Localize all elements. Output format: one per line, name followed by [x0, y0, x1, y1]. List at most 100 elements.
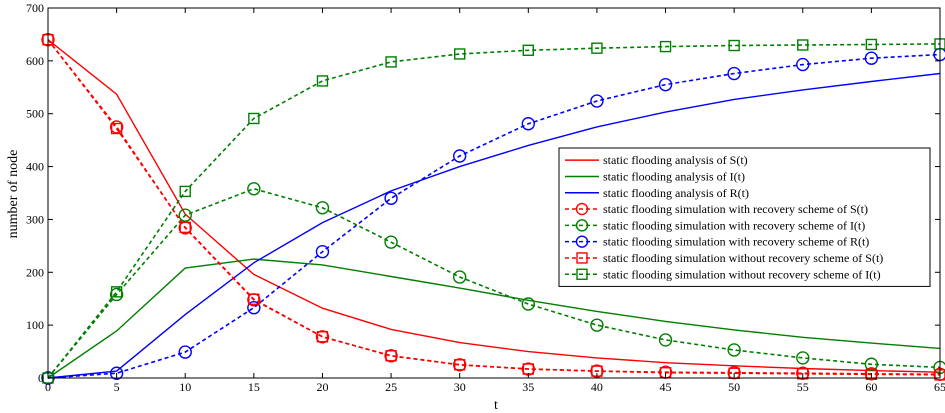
- x-axis-label: t: [494, 398, 498, 413]
- data-point: [453, 359, 466, 371]
- data-point: [658, 77, 673, 92]
- data-point: [247, 182, 261, 196]
- data-point: [248, 112, 260, 125]
- data-point: [590, 318, 604, 332]
- legend-item-7: static flooding simulation without recov…: [565, 251, 883, 265]
- x-tick-label: 15: [248, 380, 260, 394]
- axes: 0 5 10 15 20 25 30 35 40 45 50 55 60 65 0 100 200 300 400 5…: [26, 1, 945, 394]
- plot-frame: [47, 7, 941, 379]
- y-tick-label: 500: [26, 107, 44, 121]
- legend-label: static flooding simulation with recovery…: [603, 218, 865, 232]
- data-point: [315, 201, 330, 215]
- data-point: [384, 235, 398, 249]
- x-tick-label: 10: [179, 380, 191, 394]
- data-point: [658, 333, 673, 347]
- data-point: [316, 331, 329, 343]
- series-3: [47, 72, 941, 379]
- legend-marker: [576, 268, 588, 280]
- data-point: [452, 270, 467, 284]
- data-point: [385, 350, 397, 362]
- data-point: [384, 191, 398, 205]
- data-point: [865, 368, 878, 380]
- legend-item-3: static flooding analysis of R(t): [565, 186, 749, 200]
- data-point: [385, 56, 397, 68]
- data-point: [796, 351, 810, 365]
- y-tick-label: 700: [26, 1, 44, 15]
- x-tick-label: 5: [114, 380, 120, 394]
- series-line-8: [47, 43, 941, 379]
- y-tick-label: 100: [26, 318, 44, 332]
- series-line-3: [47, 72, 941, 379]
- data-point: [453, 48, 466, 60]
- series-2: [47, 258, 941, 379]
- legend-marker: [576, 252, 588, 264]
- x-tick-label: 55: [797, 380, 809, 394]
- data-point: [864, 51, 879, 65]
- data-point: [384, 349, 398, 363]
- x-tick-label: 0: [45, 380, 51, 394]
- legend-marker: [575, 235, 589, 248]
- data-point: [109, 287, 124, 302]
- y-tick-label: 200: [26, 265, 44, 279]
- x-tick-label: 45: [660, 380, 672, 394]
- data-point: [590, 94, 604, 108]
- data-point: [452, 149, 467, 163]
- data-point: [179, 221, 191, 234]
- x-tick-label: 65: [934, 380, 945, 394]
- data-point: [521, 117, 536, 131]
- data-point: [179, 185, 191, 198]
- data-point: [796, 57, 810, 72]
- series-line-7: [47, 39, 941, 376]
- y-tick-label: 300: [26, 212, 44, 226]
- data-point: [178, 208, 192, 222]
- legend: static flooding analysis of S(t) static f…: [558, 147, 931, 287]
- data-point: [522, 44, 535, 56]
- legend-item-6: static flooding simulation with recovery…: [565, 235, 869, 249]
- legend-item-4: static flooding simulation with recovery…: [565, 202, 868, 216]
- legend-label: static flooding analysis of R(t): [603, 186, 749, 200]
- data-point: [727, 66, 741, 81]
- data-point: [248, 293, 260, 305]
- x-tick-label: 35: [522, 380, 534, 394]
- legend-label: static flooding simulation without recov…: [603, 267, 881, 281]
- data-point: [315, 330, 330, 344]
- legend-item-2: static flooding analysis of I(t): [565, 169, 745, 183]
- legend-marker: [575, 219, 589, 232]
- data-point: [591, 42, 603, 54]
- data-point: [659, 40, 672, 53]
- x-tick-label: 25: [385, 380, 397, 394]
- legend-label: static flooding simulation with recovery…: [603, 235, 869, 249]
- series-1: [47, 39, 941, 373]
- legend-label: static flooding analysis of S(t): [603, 153, 748, 167]
- series-line-2: [47, 258, 941, 379]
- data-point: [315, 244, 330, 259]
- legend-item-8: static flooding simulation without recov…: [565, 267, 881, 281]
- series-line-5: [47, 187, 941, 379]
- data-point: [247, 301, 261, 315]
- data-point: [864, 357, 879, 371]
- legend-label: static flooding simulation with recovery…: [603, 202, 868, 216]
- x-tick-label: 60: [865, 380, 877, 394]
- x-tick-label: 30: [454, 380, 466, 394]
- x-tick-label: 50: [728, 380, 740, 394]
- data-point: [797, 368, 809, 380]
- data-point: [178, 345, 192, 359]
- data-point: [521, 297, 536, 311]
- data-point: [109, 366, 124, 380]
- x-tick-label: 40: [591, 380, 603, 394]
- data-point: [865, 38, 878, 51]
- y-tick-label: 600: [26, 54, 44, 68]
- data-point: [728, 39, 740, 52]
- y-tick-label: 0: [38, 371, 44, 385]
- data-point: [316, 75, 329, 87]
- y-axis-label: number of node: [6, 150, 21, 239]
- data-point: [797, 39, 809, 51]
- legend-item-1: static flooding analysis of S(t): [565, 153, 748, 167]
- legend-marker: [575, 202, 589, 216]
- legend-item-5: static flooding simulation with recovery…: [565, 218, 865, 232]
- series-line-6: [47, 53, 941, 379]
- series-group: [41, 33, 945, 385]
- legend-label: static flooding simulation without recov…: [603, 251, 883, 265]
- legend-box: [558, 147, 931, 287]
